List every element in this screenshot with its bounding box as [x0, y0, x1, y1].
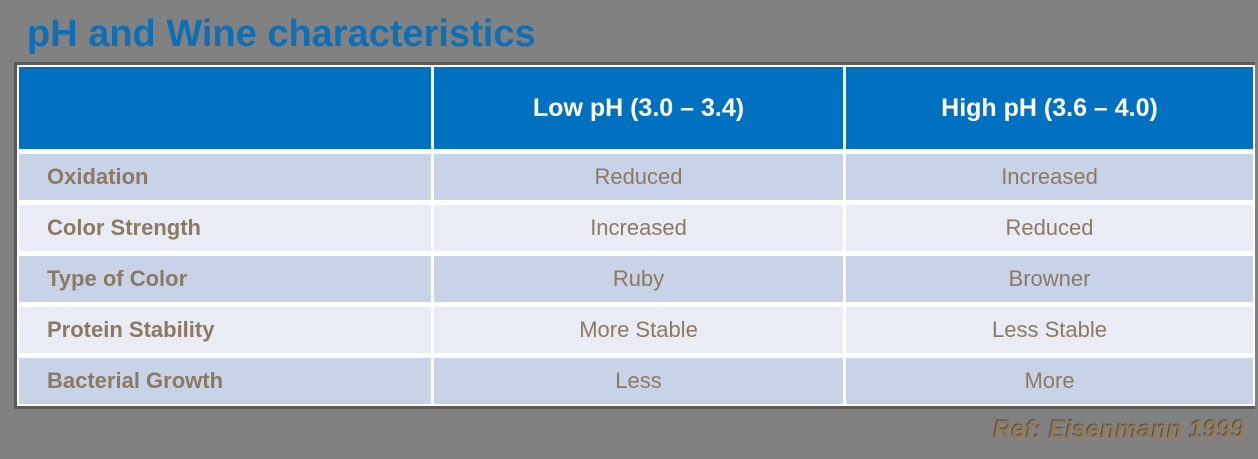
- cell-oxidation-low: Reduced: [434, 154, 843, 200]
- reference-text: Ref: Eisenmann 1999: [993, 416, 1246, 444]
- cell-oxidation-high: Increased: [846, 154, 1253, 200]
- row-label-bacterial-growth: Bacterial Growth: [19, 358, 431, 404]
- cell-type-of-color-low: Ruby: [434, 256, 843, 302]
- header-high-ph: High pH (3.6 – 4.0): [846, 67, 1253, 149]
- cell-protein-stability-high: Less Stable: [846, 307, 1253, 353]
- cell-bacterial-growth-low: Less: [434, 358, 843, 404]
- cell-protein-stability-low: More Stable: [434, 307, 843, 353]
- header-low-ph: Low pH (3.0 – 3.4): [434, 67, 843, 149]
- row-label-color-strength: Color Strength: [19, 205, 431, 251]
- cell-color-strength-low: Increased: [434, 205, 843, 251]
- header-empty-cell: [19, 67, 431, 149]
- cell-bacterial-growth-high: More: [846, 358, 1253, 404]
- row-label-oxidation: Oxidation: [19, 154, 431, 200]
- row-label-type-of-color: Type of Color: [19, 256, 431, 302]
- page-title: pH and Wine characteristics: [27, 13, 536, 55]
- cell-color-strength-high: Reduced: [846, 205, 1253, 251]
- cell-type-of-color-high: Browner: [846, 256, 1253, 302]
- row-label-protein-stability: Protein Stability: [19, 307, 431, 353]
- ph-wine-table: Low pH (3.0 – 3.4) High pH (3.6 – 4.0) O…: [14, 62, 1255, 409]
